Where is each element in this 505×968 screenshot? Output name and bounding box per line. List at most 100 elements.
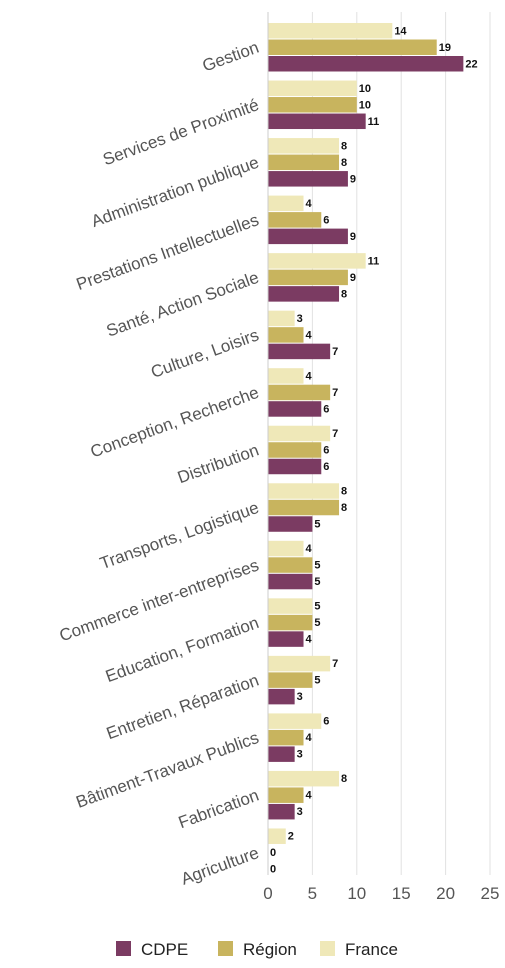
bar-région-11	[268, 672, 313, 688]
bar-cdpe-0	[268, 56, 464, 72]
bar-france-13	[268, 770, 340, 787]
data-label-cdpe-14: 0	[270, 864, 276, 876]
category-label-13: Fabrication	[176, 786, 262, 833]
bar-région-10	[268, 614, 313, 631]
data-label-région-0: 19	[439, 42, 451, 54]
bar-france-9	[268, 540, 304, 557]
bar-région-8	[268, 499, 340, 516]
bar-région-7	[268, 442, 322, 458]
data-label-france-3: 4	[306, 198, 313, 210]
bar-région-5	[268, 327, 304, 343]
x-tick-label-25: 25	[481, 884, 500, 903]
bar-france-2	[268, 138, 340, 154]
bar-cdpe-6	[268, 401, 322, 417]
data-label-france-4: 11	[368, 255, 380, 267]
data-label-cdpe-11: 3	[297, 691, 303, 703]
data-label-région-5: 4	[306, 329, 313, 341]
bar-france-3	[268, 195, 304, 212]
bar-région-6	[268, 384, 331, 401]
bar-cdpe-3	[268, 228, 348, 245]
data-label-région-12: 4	[306, 732, 313, 744]
data-label-france-9: 4	[306, 543, 313, 555]
data-label-cdpe-12: 3	[297, 749, 303, 761]
bar-région-0	[268, 39, 437, 55]
bar-région-4	[268, 269, 348, 286]
data-label-région-3: 6	[323, 214, 329, 226]
data-label-cdpe-6: 6	[323, 403, 329, 415]
legend-label-région: Région	[243, 940, 297, 959]
data-label-cdpe-10: 4	[306, 634, 313, 646]
category-label-0: Gestion	[200, 38, 262, 76]
data-label-région-11: 5	[314, 675, 320, 687]
bar-cdpe-12	[268, 746, 295, 762]
bar-cdpe-4	[268, 286, 340, 302]
bar-france-8	[268, 483, 340, 499]
bar-cdpe-13	[268, 803, 295, 820]
bar-france-14	[268, 828, 286, 844]
x-tick-label-0: 0	[263, 884, 272, 903]
data-label-cdpe-8: 5	[314, 519, 320, 531]
legend-label-cdpe: CDPE	[141, 940, 188, 959]
x-tick-label-5: 5	[308, 884, 317, 903]
data-label-france-5: 3	[297, 313, 303, 325]
data-label-région-13: 4	[306, 790, 313, 802]
data-label-cdpe-0: 22	[465, 58, 477, 70]
bar-france-7	[268, 425, 331, 442]
legend-label-france: France	[345, 940, 398, 959]
data-label-région-9: 5	[314, 560, 320, 572]
bar-cdpe-10	[268, 631, 304, 647]
bar-france-0	[268, 23, 393, 39]
bar-région-9	[268, 557, 313, 573]
bar-région-12	[268, 729, 304, 746]
data-label-cdpe-9: 5	[314, 576, 320, 588]
data-label-région-2: 8	[341, 157, 347, 169]
bar-région-1	[268, 97, 357, 113]
bar-région-13	[268, 787, 304, 803]
bar-france-10	[268, 598, 313, 614]
bar-cdpe-1	[268, 113, 366, 130]
data-label-france-7: 7	[332, 428, 338, 440]
bar-france-6	[268, 368, 304, 384]
bar-cdpe-7	[268, 458, 322, 475]
data-label-région-6: 7	[332, 387, 338, 399]
data-label-région-7: 6	[323, 444, 329, 456]
legend-swatch-cdpe	[116, 941, 131, 956]
data-label-france-1: 10	[359, 83, 371, 95]
data-label-france-11: 7	[332, 658, 338, 670]
category-label-4: Santé, Action Sociale	[104, 268, 261, 341]
category-label-11: Entretien, Réparation	[104, 671, 261, 744]
bar-cdpe-8	[268, 516, 313, 532]
category-label-14: Agriculture	[179, 843, 262, 889]
bar-france-5	[268, 310, 295, 327]
data-label-france-12: 6	[323, 716, 329, 728]
data-label-france-2: 8	[341, 140, 347, 152]
category-label-5: Culture, Loisirs	[148, 325, 261, 382]
data-label-cdpe-1: 11	[368, 116, 380, 128]
data-label-france-8: 8	[341, 486, 347, 498]
bar-région-3	[268, 212, 322, 228]
bar-cdpe-11	[268, 688, 295, 705]
data-label-cdpe-4: 8	[341, 288, 347, 300]
x-tick-label-10: 10	[347, 884, 366, 903]
data-label-région-4: 9	[350, 272, 356, 284]
bar-france-12	[268, 713, 322, 729]
data-label-cdpe-2: 9	[350, 173, 356, 185]
bar-cdpe-9	[268, 573, 313, 590]
data-label-cdpe-5: 7	[332, 346, 338, 358]
x-tick-label-15: 15	[392, 884, 411, 903]
bar-région-2	[268, 154, 340, 171]
bar-cdpe-2	[268, 171, 348, 187]
bar-france-4	[268, 253, 366, 269]
bar-france-1	[268, 80, 357, 97]
data-label-france-13: 8	[341, 773, 347, 785]
data-label-cdpe-3: 9	[350, 231, 356, 243]
data-label-région-14: 0	[270, 847, 276, 859]
x-tick-label-20: 20	[436, 884, 455, 903]
data-label-cdpe-13: 3	[297, 806, 303, 818]
data-label-région-8: 8	[341, 502, 347, 514]
data-label-région-10: 5	[314, 617, 320, 629]
data-label-région-1: 10	[359, 99, 371, 111]
category-label-10: Education, Formation	[103, 613, 261, 686]
category-label-7: Distribution	[175, 440, 261, 487]
